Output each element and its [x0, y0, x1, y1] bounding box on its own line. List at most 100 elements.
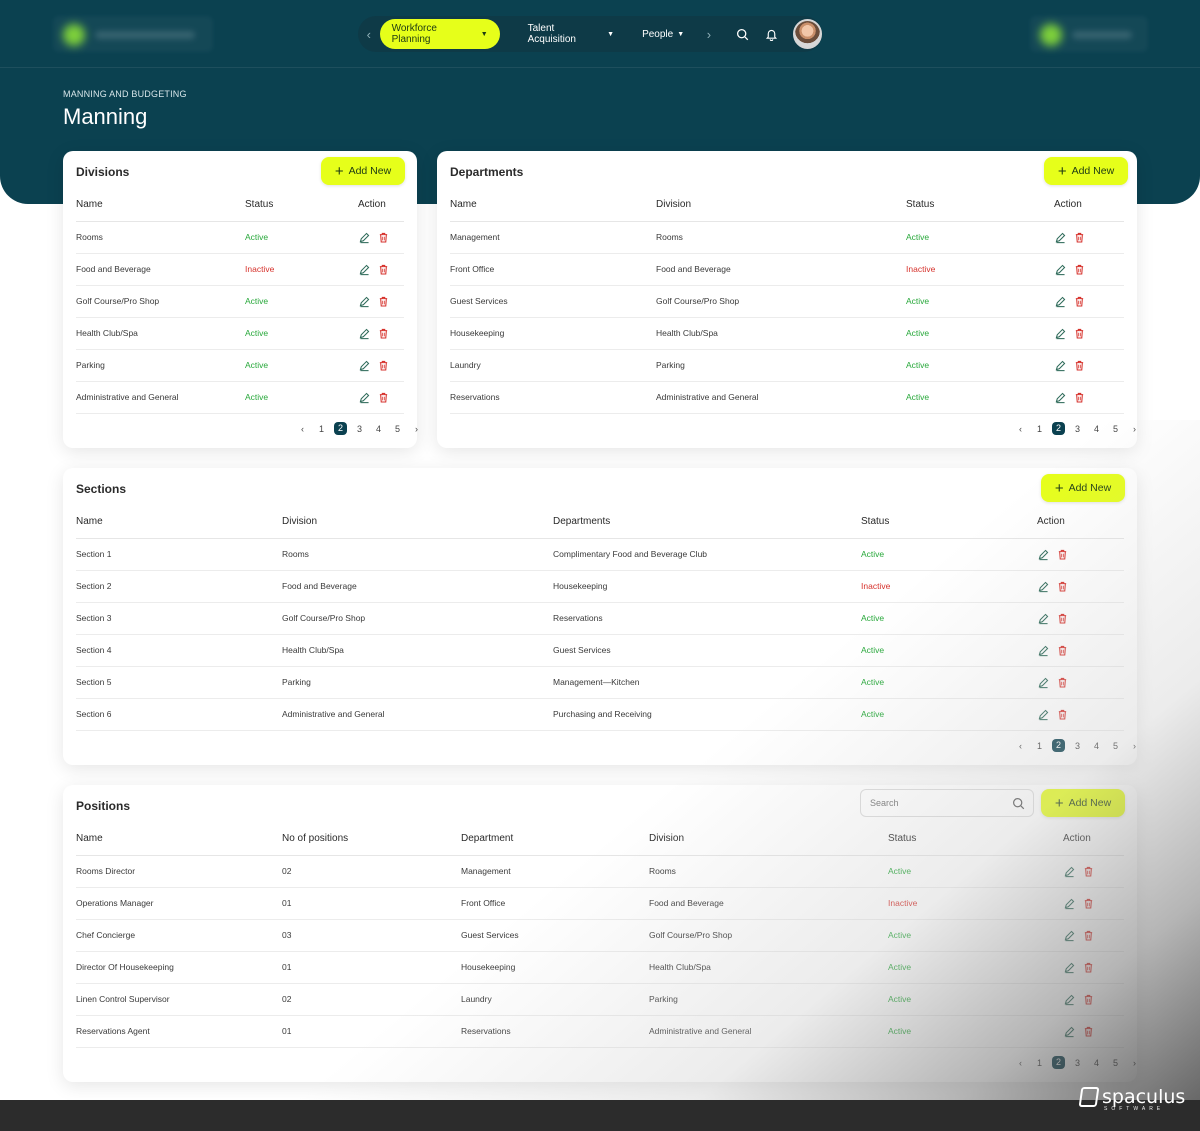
delete-icon[interactable] [1073, 295, 1086, 308]
column-header: Status [906, 189, 1054, 222]
delete-icon[interactable] [1082, 961, 1095, 974]
page-number[interactable]: 4 [375, 423, 381, 434]
edit-icon[interactable] [1037, 676, 1050, 689]
edit-icon[interactable] [358, 231, 371, 244]
nav-workforce-planning[interactable]: Workforce Planning ▼ [379, 19, 500, 49]
search-input[interactable] [870, 798, 1000, 808]
edit-icon[interactable] [1054, 263, 1067, 276]
edit-icon[interactable] [1054, 231, 1067, 244]
cell-name: Housekeeping [450, 317, 656, 350]
delete-icon[interactable] [1073, 231, 1086, 244]
page-number[interactable]: 5 [1112, 1057, 1118, 1068]
delete-icon[interactable] [1082, 1025, 1095, 1038]
page-number[interactable]: 4 [1093, 740, 1099, 751]
divisions-add-new-button[interactable]: + Add New [321, 157, 405, 185]
delete-icon[interactable] [1056, 644, 1069, 657]
delete-icon[interactable] [1056, 580, 1069, 593]
edit-icon[interactable] [1037, 548, 1050, 561]
page-number[interactable]: 2 [1052, 1056, 1065, 1069]
search-icon[interactable] [728, 28, 757, 41]
page-next-icon[interactable]: › [1133, 740, 1136, 751]
row-actions [1054, 263, 1124, 276]
delete-icon[interactable] [1073, 263, 1086, 276]
edit-icon[interactable] [1063, 993, 1076, 1006]
nav-next-arrow-icon[interactable]: › [706, 26, 712, 42]
edit-icon[interactable] [1063, 897, 1076, 910]
delete-icon[interactable] [1056, 708, 1069, 721]
page-number[interactable]: 5 [1112, 740, 1118, 751]
bell-icon[interactable] [757, 28, 786, 41]
edit-icon[interactable] [1037, 580, 1050, 593]
page-number[interactable]: 3 [1074, 423, 1080, 434]
page-number[interactable]: 5 [394, 423, 400, 434]
edit-icon[interactable] [358, 359, 371, 372]
delete-icon[interactable] [1056, 612, 1069, 625]
edit-icon[interactable] [1054, 295, 1067, 308]
brand-logo: spaculus SOFTWARE [1078, 1087, 1185, 1112]
page-prev-icon[interactable]: ‹ [301, 423, 304, 434]
departments-add-new-button[interactable]: + Add New [1044, 157, 1128, 185]
page-prev-icon[interactable]: ‹ [1019, 1057, 1022, 1068]
page-prev-icon[interactable]: ‹ [1019, 740, 1022, 751]
page-number[interactable]: 3 [1074, 740, 1080, 751]
nav-prev-arrow-icon[interactable]: ‹ [366, 26, 371, 42]
page-number[interactable]: 2 [1052, 422, 1065, 435]
page-number[interactable]: 5 [1112, 423, 1118, 434]
edit-icon[interactable] [358, 327, 371, 340]
delete-icon[interactable] [1073, 327, 1086, 340]
edit-icon[interactable] [1037, 644, 1050, 657]
delete-icon[interactable] [377, 263, 390, 276]
positions-add-new-button[interactable]: + Add New [1041, 789, 1125, 817]
search-icon[interactable] [1012, 797, 1025, 810]
page-next-icon[interactable]: › [1133, 423, 1136, 434]
page-number[interactable]: 4 [1093, 423, 1099, 434]
user-avatar[interactable] [792, 19, 823, 49]
delete-icon[interactable] [1056, 548, 1069, 561]
page-number[interactable]: 1 [1036, 1057, 1042, 1068]
nav-talent-acquisition[interactable]: Talent Acquisition ▼ [514, 23, 628, 45]
edit-icon[interactable] [1054, 359, 1067, 372]
page-number[interactable]: 2 [334, 422, 347, 435]
cell-actions [1063, 983, 1124, 1016]
delete-icon[interactable] [1073, 359, 1086, 372]
edit-icon[interactable] [1054, 391, 1067, 404]
delete-icon[interactable] [1082, 929, 1095, 942]
edit-icon[interactable] [358, 295, 371, 308]
table-row: Section 6 Administrative and General Purch… [76, 698, 1124, 731]
delete-icon[interactable] [1082, 993, 1095, 1006]
delete-icon[interactable] [1056, 676, 1069, 689]
delete-icon[interactable] [1082, 897, 1095, 910]
nav-people[interactable]: People ▼ [628, 29, 698, 40]
delete-icon[interactable] [377, 391, 390, 404]
page-next-icon[interactable]: › [1133, 1057, 1136, 1068]
page-number[interactable]: 1 [318, 423, 324, 434]
edit-icon[interactable] [1063, 961, 1076, 974]
page-next-icon[interactable]: › [415, 423, 418, 434]
edit-icon[interactable] [1063, 1025, 1076, 1038]
edit-icon[interactable] [358, 391, 371, 404]
delete-icon[interactable] [1082, 865, 1095, 878]
page-number[interactable]: 3 [1074, 1057, 1080, 1068]
edit-icon[interactable] [358, 263, 371, 276]
delete-icon[interactable] [377, 327, 390, 340]
page-number[interactable]: 2 [1052, 739, 1065, 752]
delete-icon[interactable] [1073, 391, 1086, 404]
delete-icon[interactable] [377, 359, 390, 372]
delete-icon[interactable] [377, 231, 390, 244]
table-row: Section 3 Golf Course/Pro Shop Reservation… [76, 602, 1124, 635]
edit-icon[interactable] [1037, 708, 1050, 721]
page-prev-icon[interactable]: ‹ [1019, 423, 1022, 434]
page-number[interactable]: 1 [1036, 740, 1042, 751]
page-number[interactable]: 1 [1036, 423, 1042, 434]
page-number[interactable]: 4 [1093, 1057, 1099, 1068]
edit-icon[interactable] [1037, 612, 1050, 625]
row-actions [358, 231, 404, 244]
edit-icon[interactable] [1054, 327, 1067, 340]
caret-down-icon: ▼ [607, 30, 615, 38]
row-actions [358, 327, 404, 340]
edit-icon[interactable] [1063, 865, 1076, 878]
delete-icon[interactable] [377, 295, 390, 308]
page-number[interactable]: 3 [356, 423, 362, 434]
sections-add-new-button[interactable]: + Add New [1041, 474, 1125, 502]
edit-icon[interactable] [1063, 929, 1076, 942]
